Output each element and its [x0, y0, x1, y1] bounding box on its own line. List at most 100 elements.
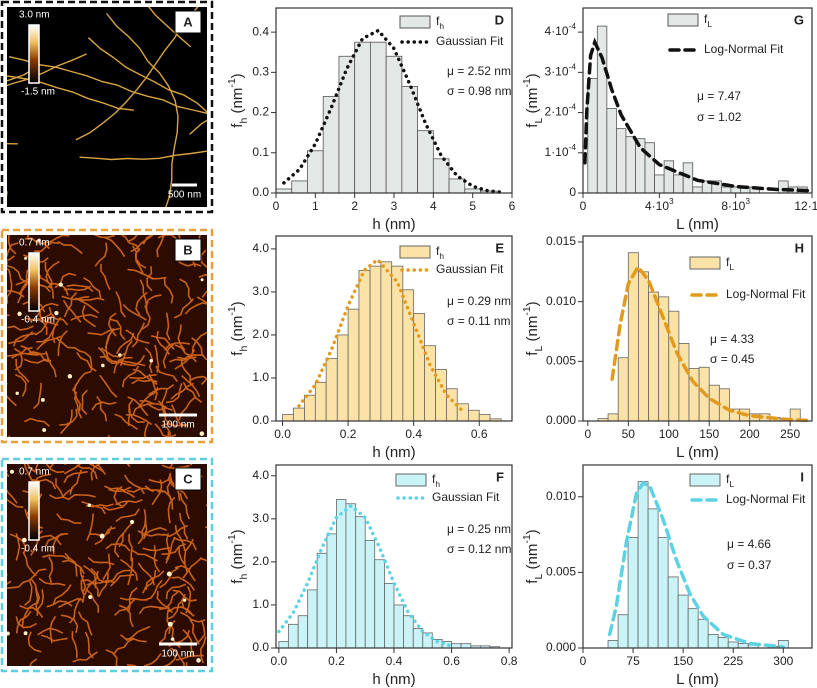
histogram-bar: [451, 643, 462, 649]
histogram-bar: [677, 594, 689, 649]
text-part: ): [524, 73, 541, 78]
annotation: σ = 0.12 nm: [447, 542, 511, 556]
panel-letter-box: [174, 10, 202, 34]
panel-letter-box: [174, 238, 202, 262]
y-axis-label: fh (nm-1): [226, 301, 250, 355]
text-part: L: [533, 574, 545, 580]
panel-letter: A: [183, 14, 193, 29]
histogram-bar: [678, 343, 690, 422]
legend-swatch: [399, 245, 431, 259]
text-part: f: [524, 123, 541, 128]
text-part: (nm: [229, 88, 246, 118]
legend-label: fL: [726, 472, 734, 489]
particle: [149, 358, 153, 363]
y-tick-label: 0.0: [252, 185, 269, 199]
text-part: f: [436, 244, 440, 258]
colorbar-max: 0.7 nm: [19, 467, 50, 478]
histogram-bar: [687, 608, 699, 649]
histogram-bar: [385, 55, 403, 194]
y-tick-label: 0.005: [546, 565, 576, 579]
panel-letter-box: [174, 467, 202, 491]
text-part: 1·10: [545, 145, 569, 159]
x-tick-label: 250: [780, 427, 800, 441]
y-tick-label: 2·10-4: [545, 102, 577, 119]
text-part: (nm: [229, 544, 246, 574]
text-part: -1: [226, 78, 238, 87]
x-axis-label: L (nm): [676, 216, 719, 233]
y-tick-label: 2.0: [252, 327, 269, 341]
text-part: L: [729, 262, 734, 272]
particle: [101, 363, 105, 368]
scale-bar-label: 100 nm: [161, 649, 194, 660]
text-part: h: [435, 479, 440, 489]
text-part: -1: [226, 534, 238, 543]
annotation: μ = 4.66: [727, 537, 771, 551]
text-part: (nm: [229, 316, 246, 346]
x-tick-label: 100: [659, 427, 679, 441]
legend-label: fh: [436, 14, 444, 31]
annotation: μ = 7.47: [697, 89, 741, 103]
histogram-bar: [606, 108, 617, 194]
text-part: -1: [521, 78, 533, 87]
x-tick-label: 0.0: [271, 654, 288, 668]
text-part: ): [229, 529, 246, 534]
text-part: L: [707, 19, 712, 29]
histogram-bar: [384, 583, 395, 649]
y-tick-label: 0.000: [546, 640, 576, 654]
text-part: (nm: [524, 88, 541, 118]
x-tick-label: 0.2: [328, 654, 345, 668]
particle: [17, 311, 22, 317]
text-part: -4: [569, 102, 577, 112]
particle: [199, 431, 205, 436]
y-axis-label: fL (nm-1): [521, 529, 545, 583]
text-part: f: [436, 14, 440, 28]
y-tick-label: 0.000: [546, 413, 576, 427]
x-tick-label: 150: [699, 427, 719, 441]
text-part: f: [229, 123, 246, 128]
x-tick-label: 3: [391, 199, 398, 213]
text-part: L: [533, 346, 545, 352]
panel-letter: E: [495, 240, 504, 255]
text-part: h: [238, 346, 250, 352]
scale-bar-label: 500 nm: [168, 190, 201, 201]
text-part: L: [533, 118, 545, 124]
text-part: -1: [521, 306, 533, 315]
x-tick-label: 0.0: [274, 427, 291, 441]
y-tick-label: 4.0: [252, 241, 269, 255]
axes-frame: [582, 235, 813, 422]
panel-letter: H: [795, 240, 804, 255]
histogram-bar: [727, 641, 739, 649]
legend-swatch: [689, 473, 721, 487]
histogram-bar: [697, 618, 709, 649]
text-part: 4·10: [545, 24, 569, 38]
y-tick-label: 0.010: [546, 489, 576, 503]
text-part: f: [726, 472, 730, 486]
colorbar: [28, 252, 40, 312]
afm-image: [7, 7, 207, 207]
y-tick-label: 0: [569, 185, 576, 199]
legend-swatch: [395, 473, 427, 487]
fit-curve: [277, 503, 454, 648]
annotation: μ = 0.29 nm: [447, 294, 511, 308]
x-tick-label: 2: [351, 199, 358, 213]
annotation: σ = 1.02: [697, 110, 742, 124]
annotation: μ = 4.33: [710, 332, 754, 346]
y-axis-label: fh (nm-1): [226, 73, 250, 127]
particle: [7, 631, 10, 636]
x-tick-label: 0: [580, 199, 587, 213]
histogram-bar: [737, 643, 749, 649]
histogram-bar: [596, 25, 608, 194]
y-tick-label: 1.0: [252, 597, 269, 611]
y-tick-label: 3.0: [252, 284, 269, 298]
annotation: σ = 0.98 nm: [447, 84, 511, 98]
text-part: ): [524, 529, 541, 534]
text-part: f: [229, 351, 246, 356]
x-tick-label: 0.8: [501, 654, 518, 668]
legend-label: Gaussian Fit: [436, 34, 504, 48]
legend-label: Log-Normal Fit: [704, 42, 784, 56]
y-tick-label: 0.1: [252, 145, 269, 159]
histogram-bar: [615, 128, 627, 194]
histogram-bar: [292, 407, 305, 422]
text-part: L: [729, 479, 734, 489]
histogram-bar: [322, 96, 340, 194]
